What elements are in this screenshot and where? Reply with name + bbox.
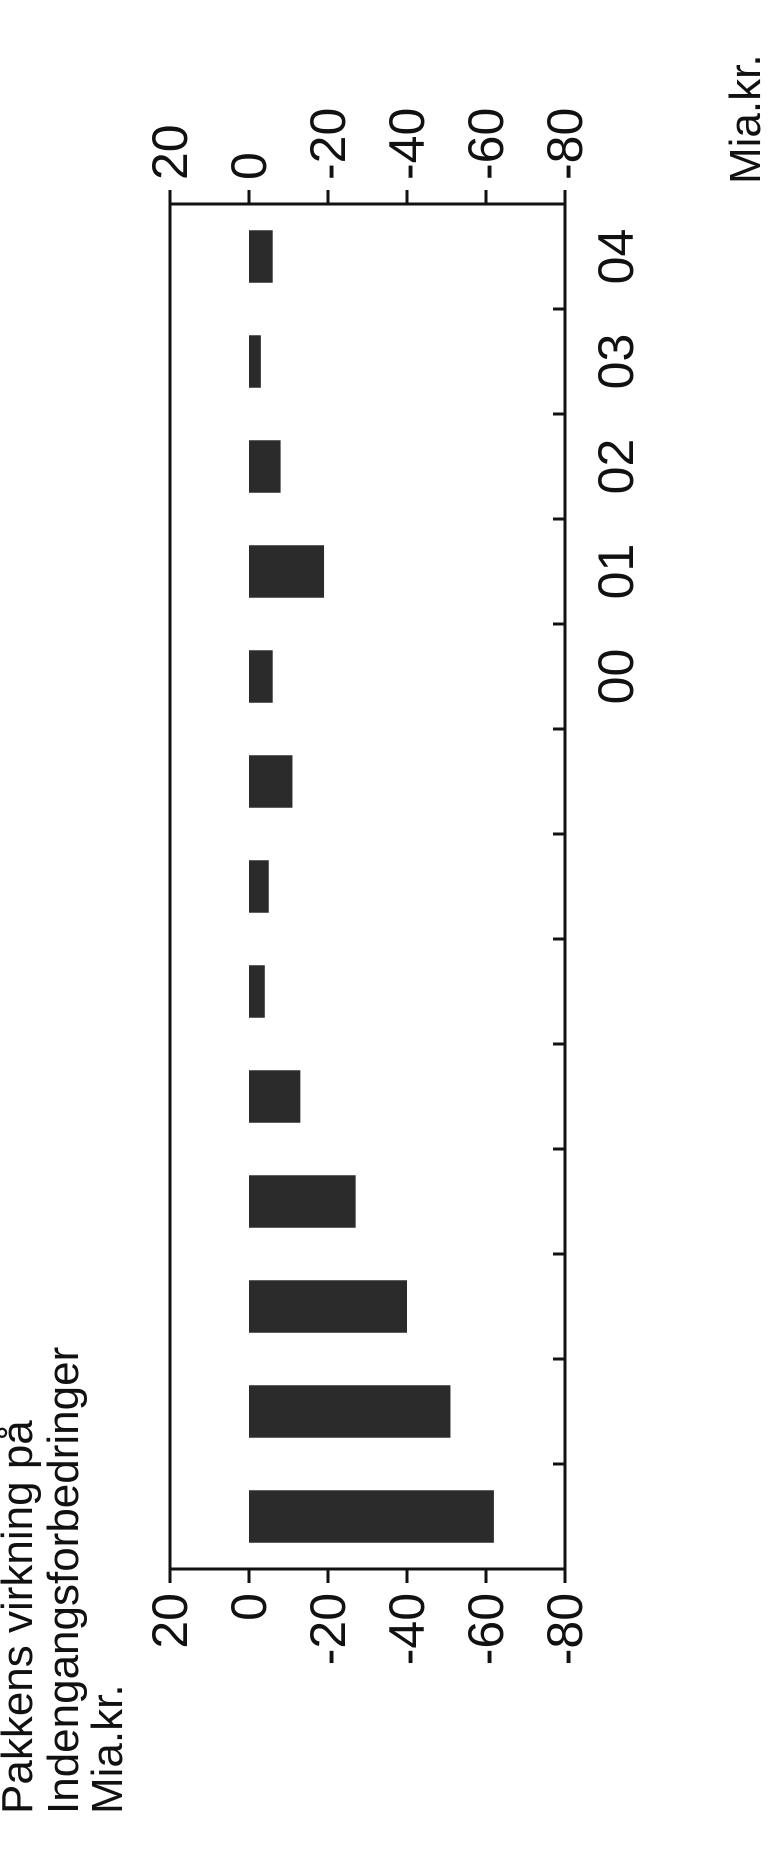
left-axis-unit: Mia.kr. [83, 1684, 132, 1814]
x-axis-ticks [553, 307, 565, 1466]
plot-frame [168, 202, 567, 1571]
chart-title-line-2: Indengangsforbedringer [39, 1347, 88, 1814]
right-axis: 20 0 -20 -40 -60 -80 [142, 108, 593, 204]
left-axis-tick-label: 20 [142, 1593, 198, 1649]
bar [249, 1070, 301, 1123]
right-axis-tick-label: -60 [458, 108, 514, 180]
bar [249, 440, 281, 493]
left-axis-tick-label: -60 [458, 1593, 514, 1665]
bar [249, 1280, 407, 1333]
left-axis: 20 0 -20 -40 -60 -80 [142, 1569, 593, 1665]
right-axis-tick-label: -20 [300, 108, 356, 180]
x-axis-label: 01 [588, 544, 644, 600]
bars [249, 230, 494, 1543]
left-axis-tick-label: -40 [379, 1593, 435, 1665]
bar [249, 965, 265, 1018]
bar [249, 1385, 451, 1438]
right-axis-tick-label: -40 [379, 108, 435, 180]
bar [249, 755, 293, 808]
x-axis-labels: 00 01 02 03 04 [588, 229, 644, 705]
bar [249, 230, 273, 283]
chart-title-line-1: Pakkens virkning på [0, 1420, 42, 1814]
left-axis-tick-label: -80 [537, 1593, 593, 1665]
bar [249, 335, 261, 388]
chart-title: Pakkens virkning på Indengangsforbedring… [0, 1347, 88, 1814]
bar [249, 1490, 494, 1543]
bar [249, 860, 269, 913]
right-axis-tick-label: 20 [142, 124, 198, 180]
right-axis-tick-label: 0 [221, 152, 277, 180]
right-axis-tick-label: -80 [537, 108, 593, 180]
right-axis-unit: Mia.kr. [721, 54, 770, 184]
left-axis-tick-label: -20 [300, 1593, 356, 1665]
bar [249, 1175, 356, 1228]
bar [249, 545, 325, 598]
x-axis-label: 03 [588, 334, 644, 390]
x-axis-label: 00 [588, 649, 644, 705]
bar [249, 650, 273, 703]
x-axis-label: 02 [588, 439, 644, 495]
left-axis-tick-label: 0 [221, 1593, 277, 1621]
x-axis-label: 04 [588, 229, 644, 285]
